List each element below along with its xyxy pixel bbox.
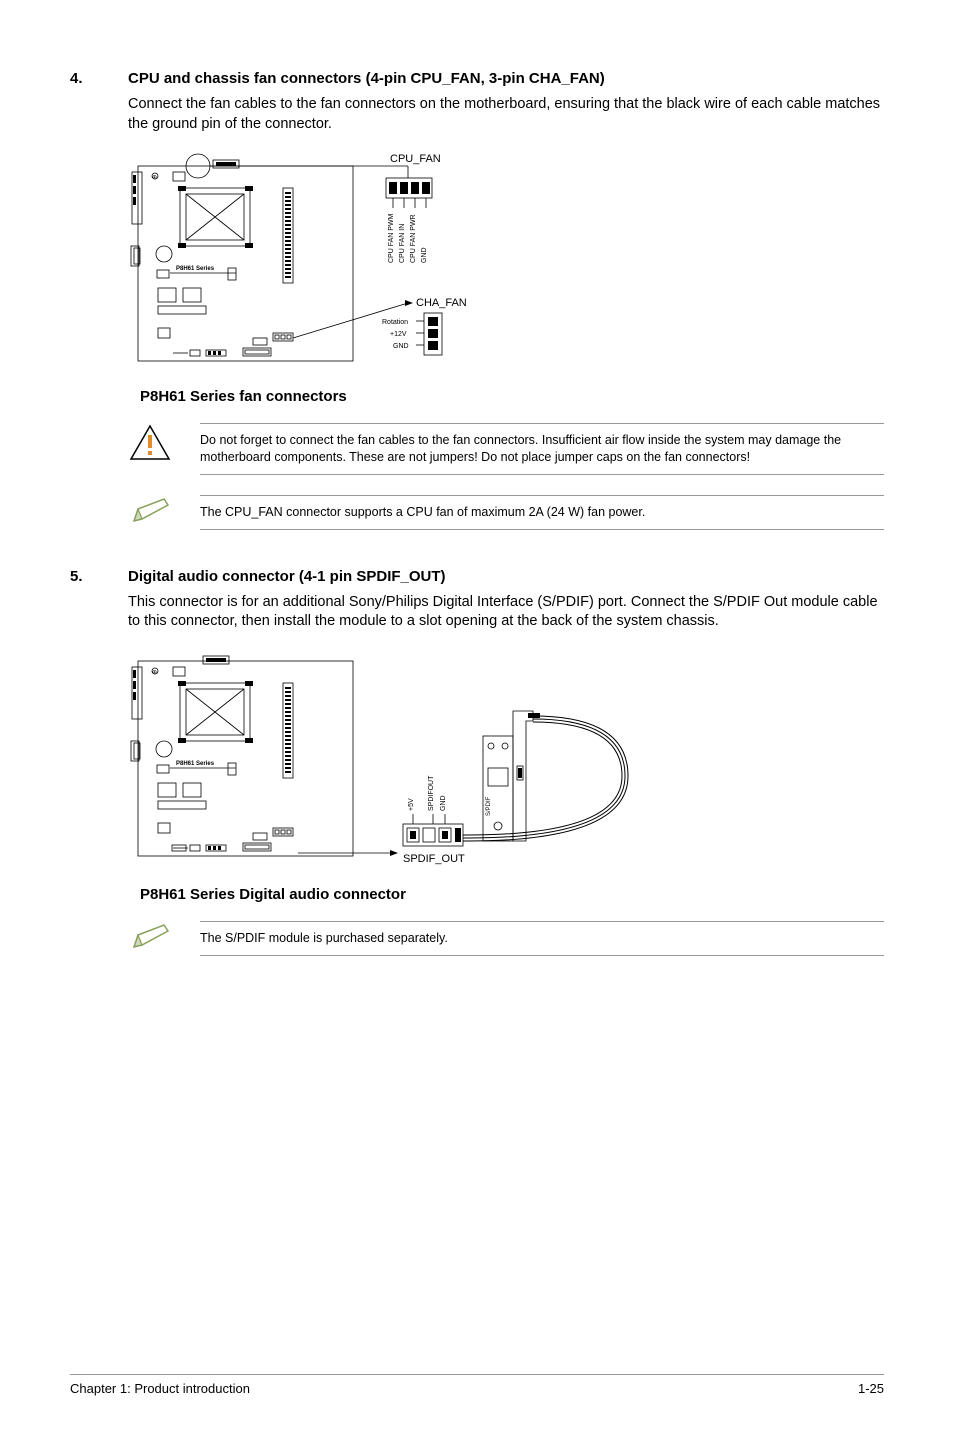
cpu-fan-pin-1: CPU FAN IN	[399, 224, 406, 263]
cha-fan-connector: CHA_FAN Rotation +12V GND	[382, 297, 467, 355]
svg-text:⊕: ⊕	[152, 670, 157, 676]
board-series-label-2: P8H61 Series	[176, 761, 215, 767]
cpu-fan-pin-3: GND	[421, 248, 428, 264]
motherboard-outline-2: ⊕ P8H61 Series	[131, 656, 353, 856]
cha-fan-pin-0: Rotation	[382, 319, 408, 326]
section5-note-text: The S/PDIF module is purchased separatel…	[200, 921, 884, 956]
cpu-fan-connector: CPU_FAN CPU FAN PWM CPU FAN IN CPU FAN P…	[386, 153, 441, 263]
board-series-label: P8H61 Series	[176, 266, 215, 272]
cpu-fan-pin-2: CPU FAN PWR	[410, 215, 417, 264]
section5-number: 5.	[70, 568, 90, 585]
section5-title: Digital audio connector (4-1 pin SPDIF_O…	[128, 568, 446, 585]
section4-diagram: ⊕ P8H61 Series	[128, 148, 884, 378]
warning-icon	[128, 423, 172, 468]
spdif-pin-2: GND	[440, 795, 447, 811]
section4-number: 4.	[70, 70, 90, 87]
pencil-icon	[128, 495, 172, 532]
pencil-icon-2	[128, 921, 172, 958]
footer-left: Chapter 1: Product introduction	[70, 1381, 250, 1396]
section4-body: Connect the fan cables to the fan connec…	[128, 95, 884, 134]
cha-fan-pin-2: GND	[393, 343, 409, 350]
cpu-fan-label: CPU_FAN	[390, 153, 441, 165]
spdif-label: SPDIF_OUT	[403, 853, 465, 865]
cpu-fan-pin-0: CPU FAN PWM	[388, 214, 395, 264]
spdif-connector: +5V SPDIFOUT GND SPDIF_OUT	[403, 775, 465, 865]
cha-fan-label: CHA_FAN	[416, 297, 467, 309]
section5-diagram: ⊕ P8H61 Series	[128, 646, 884, 876]
section5-caption: P8H61 Series Digital audio connector	[140, 886, 884, 903]
svg-text:⊕: ⊕	[152, 175, 157, 181]
section4-title: CPU and chassis fan connectors (4-pin CP…	[128, 70, 605, 87]
footer-right: 1-25	[858, 1381, 884, 1396]
section4-warning-text: Do not forget to connect the fan cables …	[200, 423, 884, 475]
section4-note-text: The CPU_FAN connector supports a CPU fan…	[200, 495, 884, 530]
section4-caption: P8H61 Series fan connectors	[140, 388, 884, 405]
spdif-pin-1: SPDIFOUT	[428, 775, 435, 811]
spdif-bracket: S/PDIF	[463, 711, 628, 841]
cha-fan-pin-1: +12V	[390, 331, 407, 338]
svg-text:S/PDIF: S/PDIF	[486, 796, 492, 816]
section5-body: This connector is for an additional Sony…	[128, 593, 884, 632]
spdif-pin-0: +5V	[408, 798, 415, 811]
